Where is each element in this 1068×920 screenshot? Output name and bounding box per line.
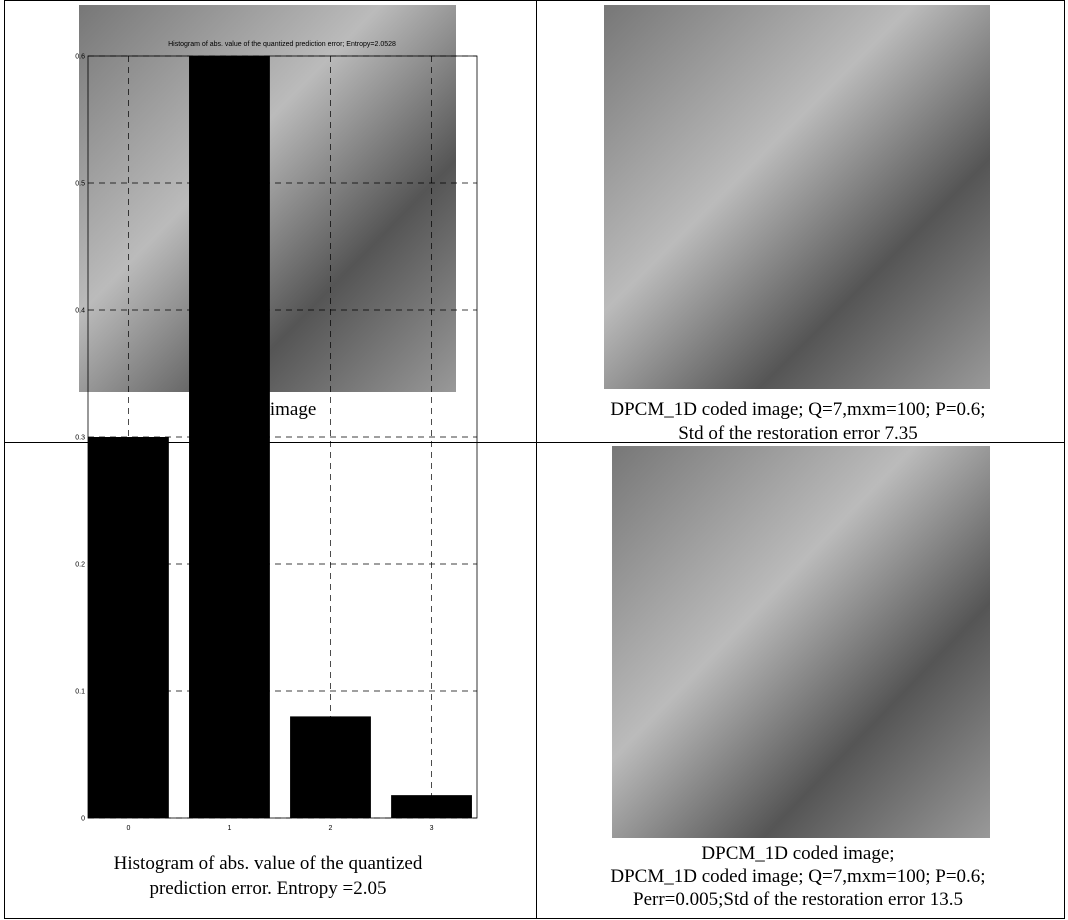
y-tick-label: 0.6 — [75, 54, 85, 61]
photo — [604, 5, 990, 389]
photo — [612, 446, 990, 838]
page: Initial image DPCM_1D coded image; Q=7,m… — [0, 0, 1068, 920]
y-tick-label: 0.4 — [75, 308, 85, 315]
caption: DPCM_1D coded image; Q=7,mxm=100; P=0.6; — [610, 866, 985, 887]
caption: Std of the restoration error 7.35 — [678, 423, 918, 444]
y-tick-label: 0.5 — [75, 181, 85, 188]
caption: Perr=0.005;Std of the restoration error … — [633, 889, 963, 910]
caption: DPCM_1D coded image; Q=7,mxm=100; P=0.6; — [610, 399, 985, 420]
y-tick-label: 0.3 — [75, 435, 85, 442]
x-tick-label: 1 — [228, 825, 232, 832]
caption: DPCM_1D coded image; — [701, 843, 894, 864]
y-tick-label: 0 — [81, 816, 85, 823]
document: Initial image DPCM_1D coded image; Q=7,m… — [0, 0, 1068, 920]
chart-title: Histogram of abs. value of the quantized… — [168, 41, 396, 48]
x-tick-label: 3 — [430, 825, 434, 832]
x-tick-label: 0 — [126, 825, 130, 832]
y-tick-label: 0.2 — [75, 562, 85, 569]
caption: prediction error. Entropy =2.05 — [149, 878, 386, 899]
x-tick-label: 2 — [329, 825, 333, 832]
y-tick-label: 0.1 — [75, 689, 85, 696]
caption: Histogram of abs. value of the quantized — [114, 853, 423, 874]
